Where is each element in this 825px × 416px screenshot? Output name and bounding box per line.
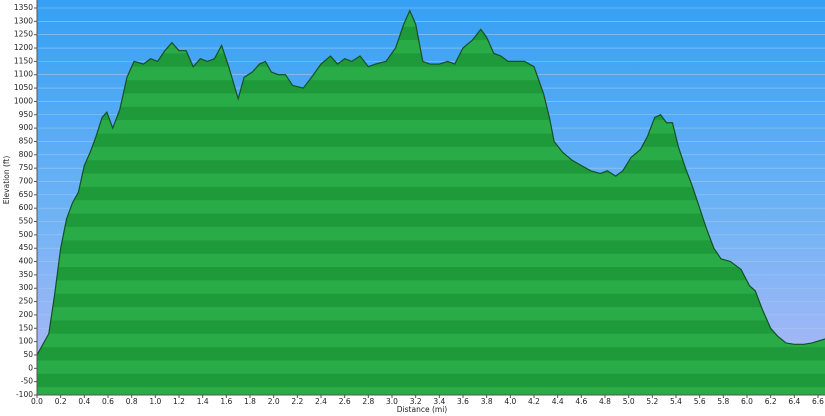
x-tick-label: 1.2: [173, 397, 185, 406]
y-tick-label: 1250: [14, 30, 33, 39]
x-tick-label: 0.0: [31, 397, 43, 406]
y-tick-label: 0: [28, 363, 33, 372]
x-tick-label: 0.4: [78, 397, 90, 406]
x-tick-label: 2.4: [315, 397, 327, 406]
y-tick-label: 1000: [14, 96, 33, 105]
y-tick-label: 600: [19, 203, 34, 212]
elevation-area: [37, 10, 825, 395]
x-tick-label: 4.6: [575, 397, 587, 406]
y-tick-label: 700: [19, 176, 34, 185]
y-tick-label: -50: [21, 377, 33, 386]
x-tick-label: 0.2: [55, 397, 67, 406]
x-tick-label: 3.4: [433, 397, 445, 406]
x-tick-label: 3.2: [410, 397, 422, 406]
y-tick-label: 1050: [14, 83, 33, 92]
x-tick-label: 2.6: [339, 397, 351, 406]
x-tick-label: 2.0: [268, 397, 280, 406]
y-tick-label: 400: [19, 257, 34, 266]
x-tick-label: 5.2: [646, 397, 658, 406]
y-tick-label: 100: [19, 337, 34, 346]
y-tick-label: 800: [19, 150, 34, 159]
y-tick-label: 850: [19, 136, 34, 145]
y-tick-label: 1350: [14, 3, 33, 12]
y-tick-label: 50: [23, 350, 33, 359]
y-tick-label: 650: [19, 190, 34, 199]
x-tick-label: 2.2: [291, 397, 303, 406]
x-tick-label: 5.8: [717, 397, 729, 406]
x-tick-label: 1.4: [197, 397, 209, 406]
x-tick-label: 6.2: [765, 397, 777, 406]
y-tick-label: 1150: [14, 56, 33, 65]
y-tick-label: -100: [16, 390, 33, 399]
x-tick-label: 5.6: [694, 397, 706, 406]
x-tick-label: 4.4: [552, 397, 564, 406]
x-tick-label: 2.8: [362, 397, 374, 406]
y-tick-label: 900: [19, 123, 34, 132]
x-tick-label: 1.6: [220, 397, 232, 406]
x-tick-label: 6.4: [788, 397, 800, 406]
x-tick-label: 1.8: [244, 397, 256, 406]
x-tick-label: 3.8: [481, 397, 493, 406]
x-tick-label: 6.6: [812, 397, 824, 406]
x-tick-label: 3.6: [457, 397, 469, 406]
y-tick-label: 1100: [14, 70, 33, 79]
elevation-line: [37, 9, 825, 356]
y-tick-label: 300: [19, 283, 34, 292]
y-tick-label: 250: [19, 297, 34, 306]
x-tick-label: 5.0: [623, 397, 635, 406]
x-tick-label: 5.4: [670, 397, 682, 406]
y-tick-label: 350: [19, 270, 34, 279]
y-tick-label: 500: [19, 230, 34, 239]
y-axis-title: Elevation (ft): [2, 156, 11, 205]
y-tick-label: 200: [19, 310, 34, 319]
x-tick-label: 4.8: [599, 397, 611, 406]
x-axis-title: Distance (mi): [397, 405, 447, 414]
x-tick-label: 0.8: [126, 397, 138, 406]
y-tick-label: 1200: [14, 43, 33, 52]
x-tick-label: 4.0: [504, 397, 516, 406]
x-tick-label: 4.2: [528, 397, 540, 406]
y-tick-label: 150: [19, 323, 34, 332]
x-tick-label: 0.6: [102, 397, 114, 406]
y-tick-label: 450: [19, 243, 34, 252]
x-tick-label: 6.0: [741, 397, 753, 406]
y-tick-label: 550: [19, 217, 34, 226]
y-tick-label: 750: [19, 163, 34, 172]
x-tick-label: 1.0: [149, 397, 161, 406]
y-tick-label: 950: [19, 110, 34, 119]
y-tick-label: 1300: [14, 16, 33, 25]
x-tick-label: 3.0: [386, 397, 398, 406]
